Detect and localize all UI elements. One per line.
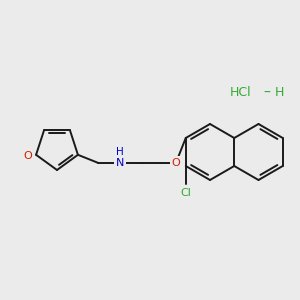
Text: –: – bbox=[263, 86, 270, 100]
Text: N: N bbox=[116, 158, 124, 168]
Text: H: H bbox=[116, 147, 124, 157]
Text: HCl: HCl bbox=[230, 86, 252, 100]
Text: O: O bbox=[172, 158, 180, 168]
Text: O: O bbox=[24, 151, 32, 161]
Text: H: H bbox=[275, 86, 284, 100]
Text: Cl: Cl bbox=[180, 188, 191, 198]
